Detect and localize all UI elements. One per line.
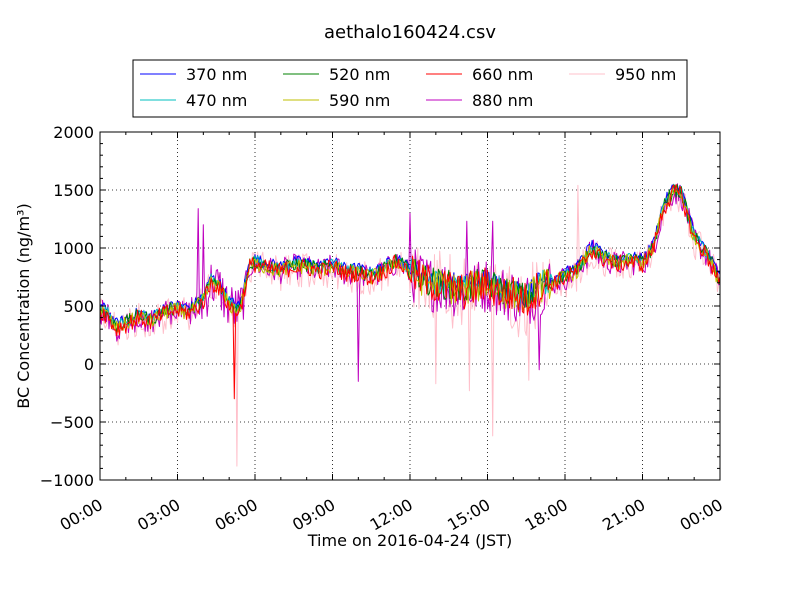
y-axis-label: BC Concentration (ng/m³) bbox=[14, 203, 33, 408]
legend-box bbox=[132, 59, 688, 118]
legend: 370 nm 470 nm 520 nm 590 nm 660 nm 880 nm 950 … bbox=[132, 59, 688, 118]
series-line-590-nm bbox=[99, 187, 721, 333]
y-tick-label: 1500 bbox=[53, 181, 94, 200]
series-layer bbox=[99, 183, 721, 467]
series-line-880-nm bbox=[99, 183, 721, 382]
y-tick-label: 0 bbox=[84, 355, 94, 374]
legend-label: 660 nm bbox=[472, 65, 533, 84]
legend-label: 880 nm bbox=[472, 91, 533, 110]
legend-label: 950 nm bbox=[615, 65, 676, 84]
y-tick-label: 500 bbox=[63, 297, 94, 316]
legend-label: 590 nm bbox=[329, 91, 390, 110]
series-line-520-nm bbox=[99, 184, 721, 333]
y-tick-label: 2000 bbox=[53, 123, 94, 142]
y-tick-label: −1000 bbox=[40, 471, 94, 490]
legend-label: 370 nm bbox=[186, 65, 247, 84]
chart-title: aethalo160424.csv bbox=[324, 22, 496, 43]
y-tick-label: −500 bbox=[50, 413, 94, 432]
series-line-660-nm bbox=[99, 184, 721, 400]
legend-label: 470 nm bbox=[186, 91, 247, 110]
y-tick-label: 1000 bbox=[53, 239, 94, 258]
legend-label: 520 nm bbox=[329, 65, 390, 84]
x-axis-label: Time on 2016-04-24 (JST) bbox=[307, 531, 512, 550]
